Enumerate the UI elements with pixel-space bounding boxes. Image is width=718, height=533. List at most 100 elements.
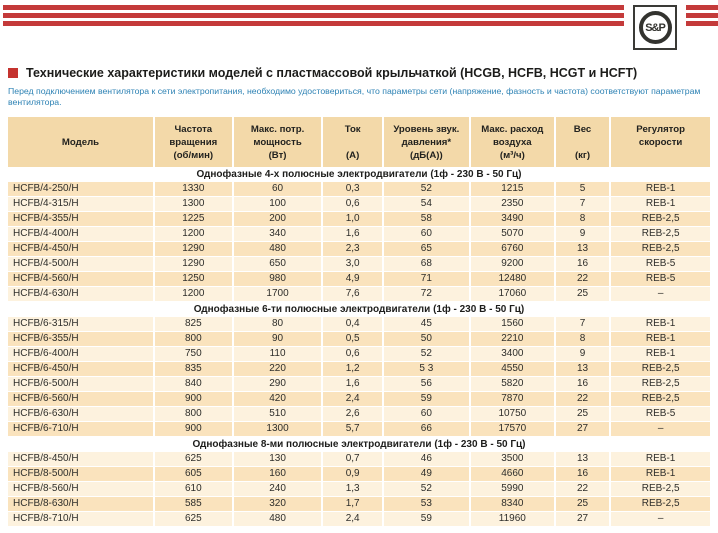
value-cell-power: 480 (231, 511, 323, 527)
value-cell-weight: 8 (553, 211, 611, 227)
value-cell-regulator: REB-5 (609, 271, 710, 287)
value-cell-speed: 1290 (153, 241, 233, 257)
table-row: HCFB/4-400/H 1200 340 1,6 60 5070 9 REB-2,5 (8, 226, 710, 242)
value-cell-current: 5,7 (321, 421, 383, 437)
section-header-row: Однофазные 6-ти полюсные электродвигател… (8, 301, 710, 317)
value-cell-airflow: 5820 (468, 376, 555, 392)
column-header-line: Регулятор (636, 124, 685, 135)
column-header-line: мощность (253, 137, 302, 148)
model-cell: HCFB/8-450/H (8, 452, 155, 467)
model-cell: HCFB/6-400/H (8, 346, 155, 362)
value-cell-speed: 1250 (153, 271, 233, 287)
value-cell-airflow: 2350 (468, 196, 555, 212)
value-cell-power: 220 (231, 361, 323, 377)
value-cell-airflow: 1215 (468, 182, 555, 197)
model-cell: HCFB/4-560/H (8, 271, 155, 287)
value-cell-weight: 27 (553, 421, 611, 437)
value-cell-weight: 16 (553, 376, 611, 392)
value-cell-sound: 50 (381, 331, 470, 347)
column-header-line: воздуха (493, 137, 532, 148)
value-cell-airflow: 4550 (468, 361, 555, 377)
value-cell-weight: 22 (553, 481, 611, 497)
model-cell: HCFB/6-450/H (8, 361, 155, 377)
value-cell-regulator: REB-2,5 (609, 391, 710, 407)
value-cell-regulator: REB-1 (609, 452, 710, 467)
value-cell-airflow: 8340 (468, 496, 555, 512)
table-row: HCFB/4-315/H 1300 100 0,6 54 2350 7 REB-1 (8, 196, 710, 212)
value-cell-current: 0,9 (321, 466, 383, 482)
brand-stripes (3, 5, 718, 29)
value-cell-current: 1,3 (321, 481, 383, 497)
column-header-model: Модель (8, 117, 155, 167)
table-row: HCFB/8-500/H 605 160 0,9 49 4660 16 REB-1 (8, 466, 710, 482)
value-cell-power: 200 (231, 211, 323, 227)
value-cell-speed: 610 (153, 481, 233, 497)
value-cell-sound: 5 3 (381, 361, 470, 377)
section-header-row: Однофазные 8-ми полюсные электродвигател… (8, 436, 710, 452)
value-cell-sound: 52 (381, 481, 470, 497)
value-cell-regulator: REB-1 (609, 331, 710, 347)
value-cell-speed: 1300 (153, 196, 233, 212)
value-cell-current: 0,6 (321, 196, 383, 212)
value-cell-airflow: 9200 (468, 256, 555, 272)
value-cell-sound: 60 (381, 406, 470, 422)
value-cell-regulator: REB-2,5 (609, 481, 710, 497)
value-cell-speed: 900 (153, 391, 233, 407)
value-cell-speed: 1330 (153, 182, 233, 197)
value-cell-speed: 750 (153, 346, 233, 362)
column-header-line: Макс. потр. (250, 124, 305, 135)
model-cell: HCFB/4-450/H (8, 241, 155, 257)
value-cell-speed: 1200 (153, 286, 233, 302)
value-cell-speed: 800 (153, 331, 233, 347)
value-cell-airflow: 10750 (468, 406, 555, 422)
value-cell-sound: 52 (381, 346, 470, 362)
section-header-row: Однофазные 4-х полюсные электродвигатели… (8, 167, 710, 182)
value-cell-weight: 25 (553, 406, 611, 422)
column-header-speed: Частота вращения (об/мин) (153, 117, 233, 167)
column-header-line: Макс. расход (481, 124, 544, 135)
value-cell-current: 7,6 (321, 286, 383, 302)
value-cell-weight: 9 (553, 226, 611, 242)
value-cell-speed: 800 (153, 406, 233, 422)
value-cell-power: 160 (231, 466, 323, 482)
model-cell: HCFB/4-315/H (8, 196, 155, 212)
value-cell-airflow: 3490 (468, 211, 555, 227)
table-row: HCFB/6-560/H 900 420 2,4 59 7870 22 REB-2,5 (8, 391, 710, 407)
value-cell-power: 320 (231, 496, 323, 512)
value-cell-current: 1,2 (321, 361, 383, 377)
value-cell-regulator: REB-2,5 (609, 361, 710, 377)
column-header-weight: Вес (кг) (553, 117, 611, 167)
value-cell-sound: 56 (381, 376, 470, 392)
column-header-airflow: Макс. расход воздуха (м³/ч) (468, 117, 555, 167)
header-row: Модель Частота вращения (об/мин) Макс. потр.… (8, 117, 710, 167)
model-cell: HCFB/8-560/H (8, 481, 155, 497)
value-cell-regulator: – (609, 511, 710, 527)
value-cell-sound: 58 (381, 211, 470, 227)
model-cell: HCFB/6-355/H (8, 331, 155, 347)
logo-area: S&P (624, 0, 686, 58)
table-row: HCFB/8-450/H 625 130 0,7 46 3500 13 REB-1 (8, 452, 710, 467)
value-cell-weight: 22 (553, 391, 611, 407)
column-header-regulator: Регулятор скорости (609, 117, 710, 167)
value-cell-current: 0,7 (321, 452, 383, 467)
value-cell-regulator: REB-2,5 (609, 376, 710, 392)
value-cell-airflow: 4660 (468, 466, 555, 482)
value-cell-speed: 1200 (153, 226, 233, 242)
value-cell-airflow: 17060 (468, 286, 555, 302)
column-header-line (8, 123, 153, 136)
value-cell-power: 90 (231, 331, 323, 347)
value-cell-sound: 59 (381, 391, 470, 407)
value-cell-regulator: REB-1 (609, 346, 710, 362)
red-square-bullet-icon (8, 68, 18, 78)
value-cell-power: 340 (231, 226, 323, 242)
value-cell-weight: 25 (553, 496, 611, 512)
value-cell-sound: 49 (381, 466, 470, 482)
value-cell-sound: 60 (381, 226, 470, 242)
value-cell-current: 2,6 (321, 406, 383, 422)
value-cell-weight: 9 (553, 346, 611, 362)
column-header-line (323, 136, 381, 149)
value-cell-current: 2,4 (321, 511, 383, 527)
value-cell-current: 0,4 (321, 317, 383, 332)
column-header-line: Ток (344, 124, 361, 135)
table-row: HCFB/6-710/H 900 1300 5,7 66 17570 27– (8, 421, 710, 437)
